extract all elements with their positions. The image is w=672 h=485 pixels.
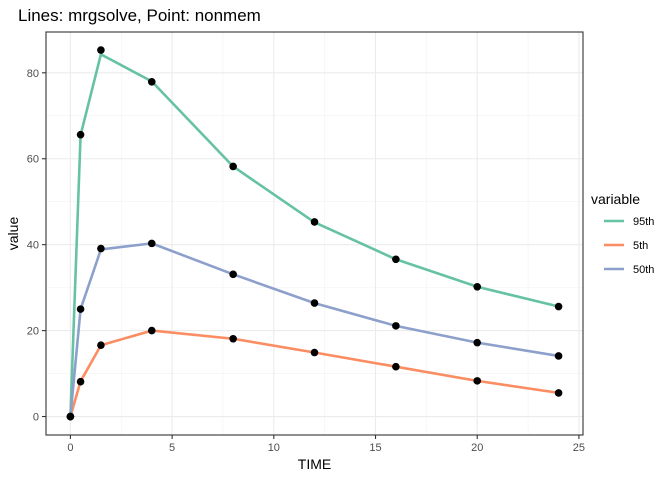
y-tick-label: 60 [27,154,39,166]
data-point-50th [229,270,237,279]
data-point-5th [229,334,237,343]
data-point-95th [554,302,563,311]
x-tick-label: 0 [67,442,73,454]
data-point-95th [310,218,319,226]
plot-border [45,31,584,436]
series-points [66,46,563,421]
data-point-95th [97,46,105,54]
data-point-50th [66,412,75,421]
data-point-95th [392,255,400,264]
data-point-50th [310,299,319,307]
minor-gridlines [46,32,583,435]
y-tick-label: 0 [33,412,39,424]
data-point-5th [97,341,105,350]
data-point-95th [147,78,156,86]
x-tick-label: 15 [369,442,381,454]
x-axis: 0 5 10 15 20 25 [67,435,585,454]
major-gridlines [46,32,583,435]
y-axis-label: value [5,217,21,251]
data-point-5th [392,362,400,371]
legend-label-5th: 5th [633,240,648,252]
data-point-5th [147,326,156,335]
x-tick-label: 10 [268,442,280,454]
x-tick-label: 20 [471,442,483,454]
chart-title: Lines: mrgsolve, Point: nonmem [18,6,261,25]
data-point-50th [97,244,105,253]
y-tick-label: 40 [27,240,39,252]
data-point-50th [76,305,85,313]
data-point-95th [229,162,237,171]
y-tick-label: 80 [27,68,39,80]
data-point-95th [76,130,85,139]
data-point-5th [76,377,85,386]
data-point-5th [554,389,563,397]
data-point-50th [473,338,482,347]
legend-label-95th: 95th [633,216,654,228]
x-axis-label: TIME [298,456,331,472]
data-point-50th [554,352,563,360]
data-point-50th [147,239,156,248]
data-point-5th [473,377,482,385]
x-tick-label: 25 [573,442,585,454]
x-tick-label: 5 [169,442,175,454]
plot-panel [45,31,584,436]
y-tick-label: 20 [27,326,39,338]
legend-items: 95th 5th 50th [604,216,654,276]
data-point-5th [310,348,319,357]
legend-title: variable [591,191,640,207]
legend: variable 95th 5th 50th [591,191,654,276]
data-point-50th [392,322,400,330]
plot-background [46,32,583,435]
y-axis: 0 20 40 60 80 [27,68,46,424]
legend-label-50th: 50th [633,264,654,276]
data-point-95th [473,282,482,291]
